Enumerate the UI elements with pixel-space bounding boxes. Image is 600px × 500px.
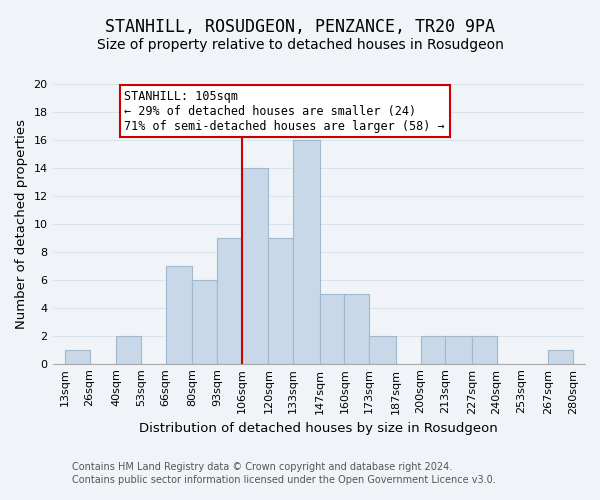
Bar [166, 266, 193, 364]
Text: STANHILL, ROSUDGEON, PENZANCE, TR20 9PA: STANHILL, ROSUDGEON, PENZANCE, TR20 9PA [105, 18, 495, 36]
Bar [548, 350, 572, 364]
Bar [421, 336, 445, 363]
Text: Size of property relative to detached houses in Rosudgeon: Size of property relative to detached ho… [97, 38, 503, 52]
Text: STANHILL: 105sqm
← 29% of detached houses are smaller (24)
71% of semi-detached : STANHILL: 105sqm ← 29% of detached house… [124, 90, 445, 132]
Bar [320, 294, 344, 364]
Bar [344, 294, 369, 364]
Bar [242, 168, 268, 364]
Bar [65, 350, 89, 364]
Bar [369, 336, 396, 363]
Bar [217, 238, 242, 364]
Bar [193, 280, 217, 363]
Bar [445, 336, 472, 363]
X-axis label: Distribution of detached houses by size in Rosudgeon: Distribution of detached houses by size … [139, 422, 498, 435]
Bar [116, 336, 141, 363]
Bar [472, 336, 497, 363]
Y-axis label: Number of detached properties: Number of detached properties [15, 119, 28, 329]
Text: Contains HM Land Registry data © Crown copyright and database right 2024.: Contains HM Land Registry data © Crown c… [72, 462, 452, 472]
Text: Contains public sector information licensed under the Open Government Licence v3: Contains public sector information licen… [72, 475, 496, 485]
Bar [268, 238, 293, 364]
Bar [293, 140, 320, 364]
